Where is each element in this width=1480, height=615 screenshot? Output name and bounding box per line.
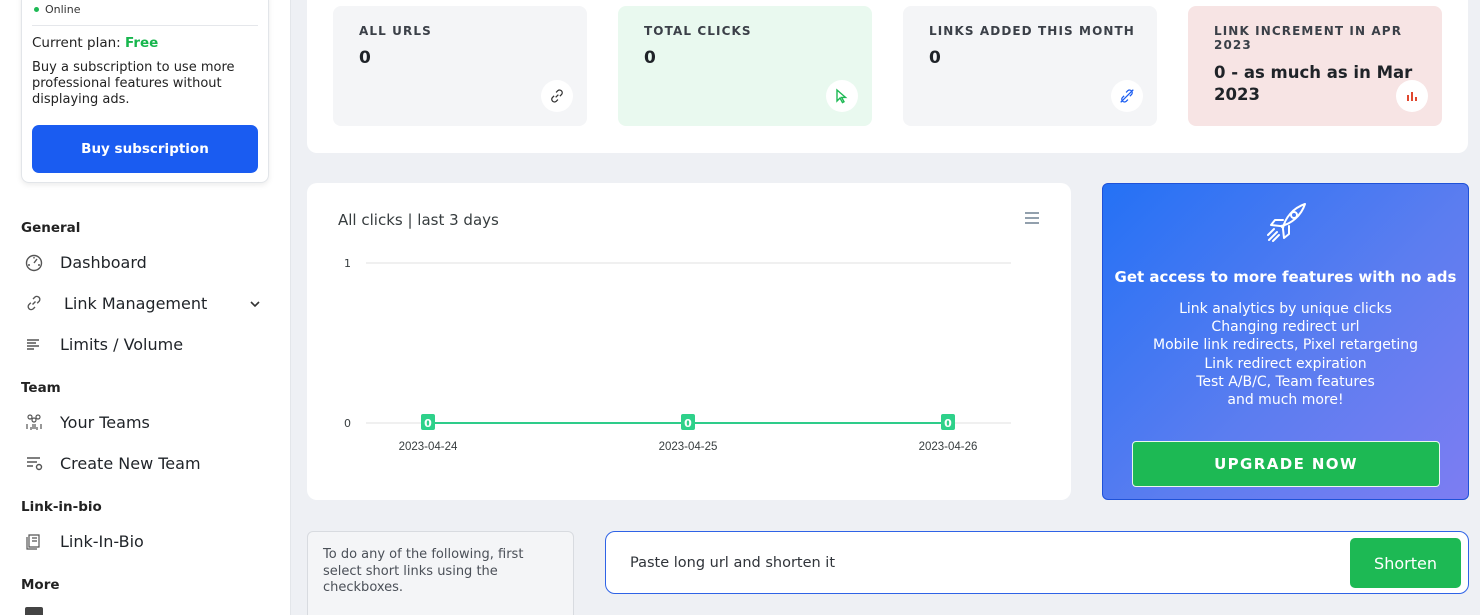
- stats-panel: ALL URLS 0 TOTAL CLICKS 0 LINKS ADDED TH…: [307, 0, 1468, 153]
- y-tick-label: 1: [344, 257, 351, 270]
- sidebar-item-label: Link Management: [64, 293, 208, 313]
- online-dot-icon: [34, 7, 39, 12]
- chevron-down-icon[interactable]: [248, 297, 262, 311]
- list-add-icon: [24, 453, 44, 473]
- link-icon: [541, 80, 573, 112]
- stat-value: 0: [644, 48, 656, 68]
- stat-label: ALL URLS: [359, 24, 432, 38]
- section-more: More: [21, 577, 60, 593]
- sidebar-item-link-in-bio[interactable]: Link-In-Bio: [24, 530, 144, 552]
- stat-value: 0 - as much as in Mar 2023: [1214, 63, 1413, 104]
- x-tick-label: 2023-04-26: [919, 441, 978, 453]
- api-icon: [24, 606, 44, 615]
- feature-line: and much more!: [1227, 392, 1344, 409]
- feature-line: Changing redirect url: [1211, 319, 1360, 336]
- link-icon: [24, 293, 44, 313]
- plan-label: Current plan:: [32, 35, 121, 51]
- section-team: Team: [21, 380, 61, 396]
- current-plan: Current plan: Free: [32, 35, 158, 51]
- section-general: General: [21, 220, 81, 236]
- feature-line: Link analytics by unique clicks: [1179, 301, 1392, 317]
- sidebar: Online Current plan: Free Buy a subscrip…: [0, 0, 291, 615]
- lines-icon: [24, 334, 44, 354]
- profile-card: Online Current plan: Free Buy a subscrip…: [21, 0, 269, 183]
- stat-label: TOTAL CLICKS: [644, 24, 752, 38]
- layers-icon: [24, 531, 44, 551]
- x-tick-label: 2023-04-24: [399, 441, 458, 453]
- section-link-in-bio: Link-in-bio: [21, 499, 102, 515]
- x-tick-label: 2023-04-25: [659, 441, 718, 453]
- chart-menu-icon[interactable]: [1024, 211, 1040, 225]
- data-label-box: [941, 414, 955, 430]
- data-label: 0: [944, 417, 952, 430]
- status-text: Online: [45, 3, 81, 16]
- sidebar-item-label: Dashboard: [60, 252, 147, 272]
- stat-links-added: LINKS ADDED THIS MONTH 0: [903, 6, 1157, 126]
- sidebar-item-label: Create New Team: [60, 453, 201, 473]
- rocket-icon: [1267, 203, 1306, 242]
- feature-line: Mobile link redirects, Pixel retargeting: [1153, 337, 1418, 354]
- feature-line: Test A/B/C, Team features: [1196, 373, 1375, 390]
- unlink-icon: [1111, 80, 1143, 112]
- feature-line: Link redirect expiration: [1204, 355, 1367, 372]
- stat-link-increment: LINK INCREMENT IN APR 2023 0 - as much a…: [1188, 6, 1442, 126]
- shorten-button[interactable]: Shorten: [1350, 538, 1461, 588]
- stat-value: 0: [359, 48, 371, 68]
- bar-chart-icon: [1396, 80, 1428, 112]
- plan-description: Buy a subscription to use more professio…: [32, 60, 235, 107]
- data-label-box: [681, 414, 695, 430]
- bulk-actions-card: To do any of the following, first select…: [307, 531, 574, 615]
- team-icon: [24, 412, 44, 432]
- stat-total-clicks: TOTAL CLICKS 0: [618, 6, 872, 126]
- bulk-hint: To do any of the following, first select…: [323, 547, 524, 595]
- stat-all-urls: ALL URLS 0: [333, 6, 587, 126]
- status-indicator: Online: [34, 3, 80, 16]
- clicks-chart-card: All clicks | last 3 days 0 1 0 0 0 2023-04-24…: [307, 183, 1071, 500]
- sidebar-item-create-team[interactable]: Create New Team: [24, 452, 201, 474]
- upgrade-now-button[interactable]: UPGRADE NOW: [1132, 441, 1440, 487]
- y-tick-label: 0: [344, 417, 351, 430]
- stat-label: LINK INCREMENT IN APR 2023: [1214, 24, 1403, 52]
- chart-plot: 0 1 0 0 0 2023-04-24 2023-04-25 2023-04-26: [344, 257, 1011, 453]
- chart-title: All clicks | last 3 days: [338, 211, 499, 229]
- speedometer-icon: [24, 252, 44, 272]
- buy-subscription-button[interactable]: Buy subscription: [32, 125, 258, 173]
- sidebar-item-dashboard[interactable]: Dashboard: [24, 251, 147, 273]
- sidebar-item-label: Link-In-Bio: [60, 531, 144, 551]
- divider: [32, 25, 258, 26]
- sidebar-item-label: Your Teams: [60, 412, 150, 432]
- stat-value: 0: [929, 48, 941, 68]
- sidebar-item-limits[interactable]: Limits / Volume: [24, 333, 183, 355]
- plan-value: Free: [125, 35, 159, 51]
- sidebar-item-label: Limits / Volume: [60, 334, 184, 354]
- sidebar-item-link-management[interactable]: Link Management: [24, 292, 207, 314]
- long-url-input[interactable]: [630, 550, 1330, 576]
- cursor-icon: [826, 80, 858, 112]
- data-label-box: [421, 414, 435, 430]
- upgrade-features: Link analytics by unique clicks Changing…: [1103, 300, 1468, 409]
- shorten-form: Shorten: [605, 531, 1469, 594]
- upgrade-card: Get access to more features with no ads …: [1102, 183, 1469, 500]
- stat-label: LINKS ADDED THIS MONTH: [929, 24, 1135, 38]
- data-label: 0: [684, 417, 692, 430]
- data-label: 0: [424, 417, 432, 430]
- sidebar-item-your-teams[interactable]: Your Teams: [24, 411, 150, 433]
- upgrade-title: Get access to more features with no ads: [1114, 268, 1457, 286]
